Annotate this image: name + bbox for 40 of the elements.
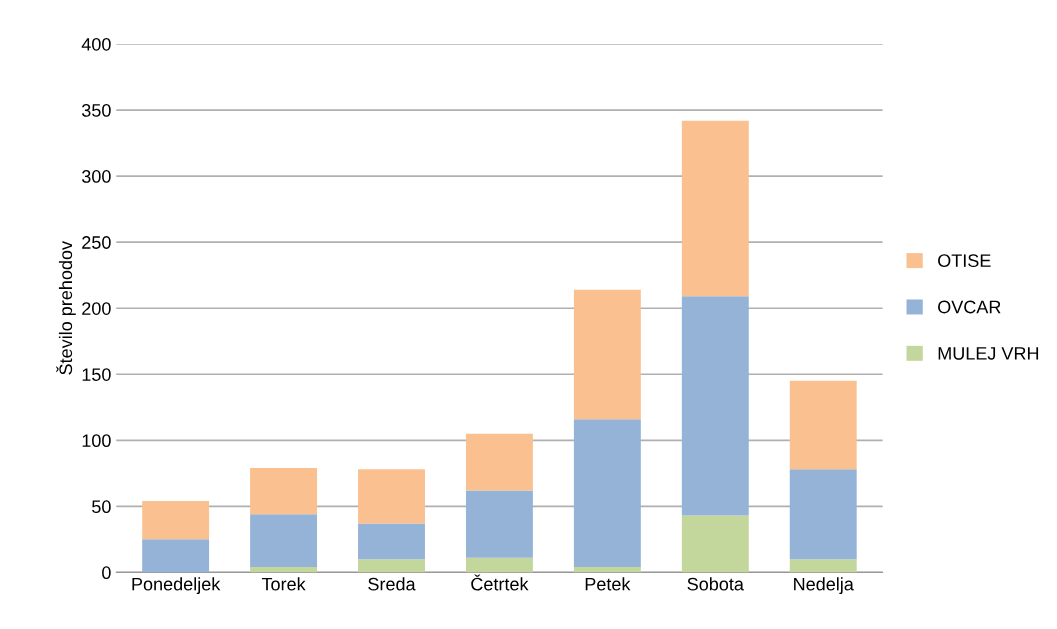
bar — [789, 380, 857, 470]
bar — [573, 567, 641, 573]
bar — [681, 515, 749, 573]
legend-label: MULEJ VRH — [938, 347, 1039, 360]
bar — [573, 419, 641, 568]
bar — [358, 523, 425, 560]
y-tick-label: 350 — [81, 104, 111, 117]
x-tick-label: Ponedeljek — [132, 577, 221, 595]
y-tick-label: 200 — [82, 302, 111, 315]
y-tick-label: 400 — [81, 37, 111, 51]
x-tick-label: Torek — [261, 577, 306, 591]
x-tick-label: Petek — [585, 577, 631, 591]
legend-label: OVCAR — [938, 300, 1001, 314]
x-tick-label: Sreda — [368, 577, 416, 591]
bar — [250, 567, 318, 573]
bar — [681, 120, 749, 297]
bar — [681, 296, 749, 516]
bar — [142, 539, 210, 573]
bar — [789, 559, 857, 573]
bar — [250, 514, 318, 568]
bar — [250, 468, 318, 515]
x-tick-label: Sobota — [687, 577, 744, 591]
bar — [465, 557, 533, 573]
bar — [358, 559, 425, 573]
legend-label: OTISE — [938, 254, 991, 268]
y-tick-label: 300 — [81, 170, 111, 183]
x-tick-label: Četrtek — [471, 574, 529, 591]
bar — [573, 289, 641, 420]
bar — [358, 469, 425, 524]
bar — [465, 490, 533, 558]
bar — [465, 433, 533, 491]
y-tick-label: 100 — [82, 434, 111, 448]
y-tick-label: 50 — [92, 500, 111, 514]
y-tick-label: 0 — [102, 566, 111, 580]
y-axis-title: Število prehodov — [56, 241, 76, 375]
bar — [789, 469, 857, 560]
x-tick-label: Nedelja — [794, 577, 854, 595]
y-tick-label: 250 — [82, 236, 111, 249]
bar — [142, 501, 210, 540]
y-tick-label: 150 — [82, 368, 111, 381]
